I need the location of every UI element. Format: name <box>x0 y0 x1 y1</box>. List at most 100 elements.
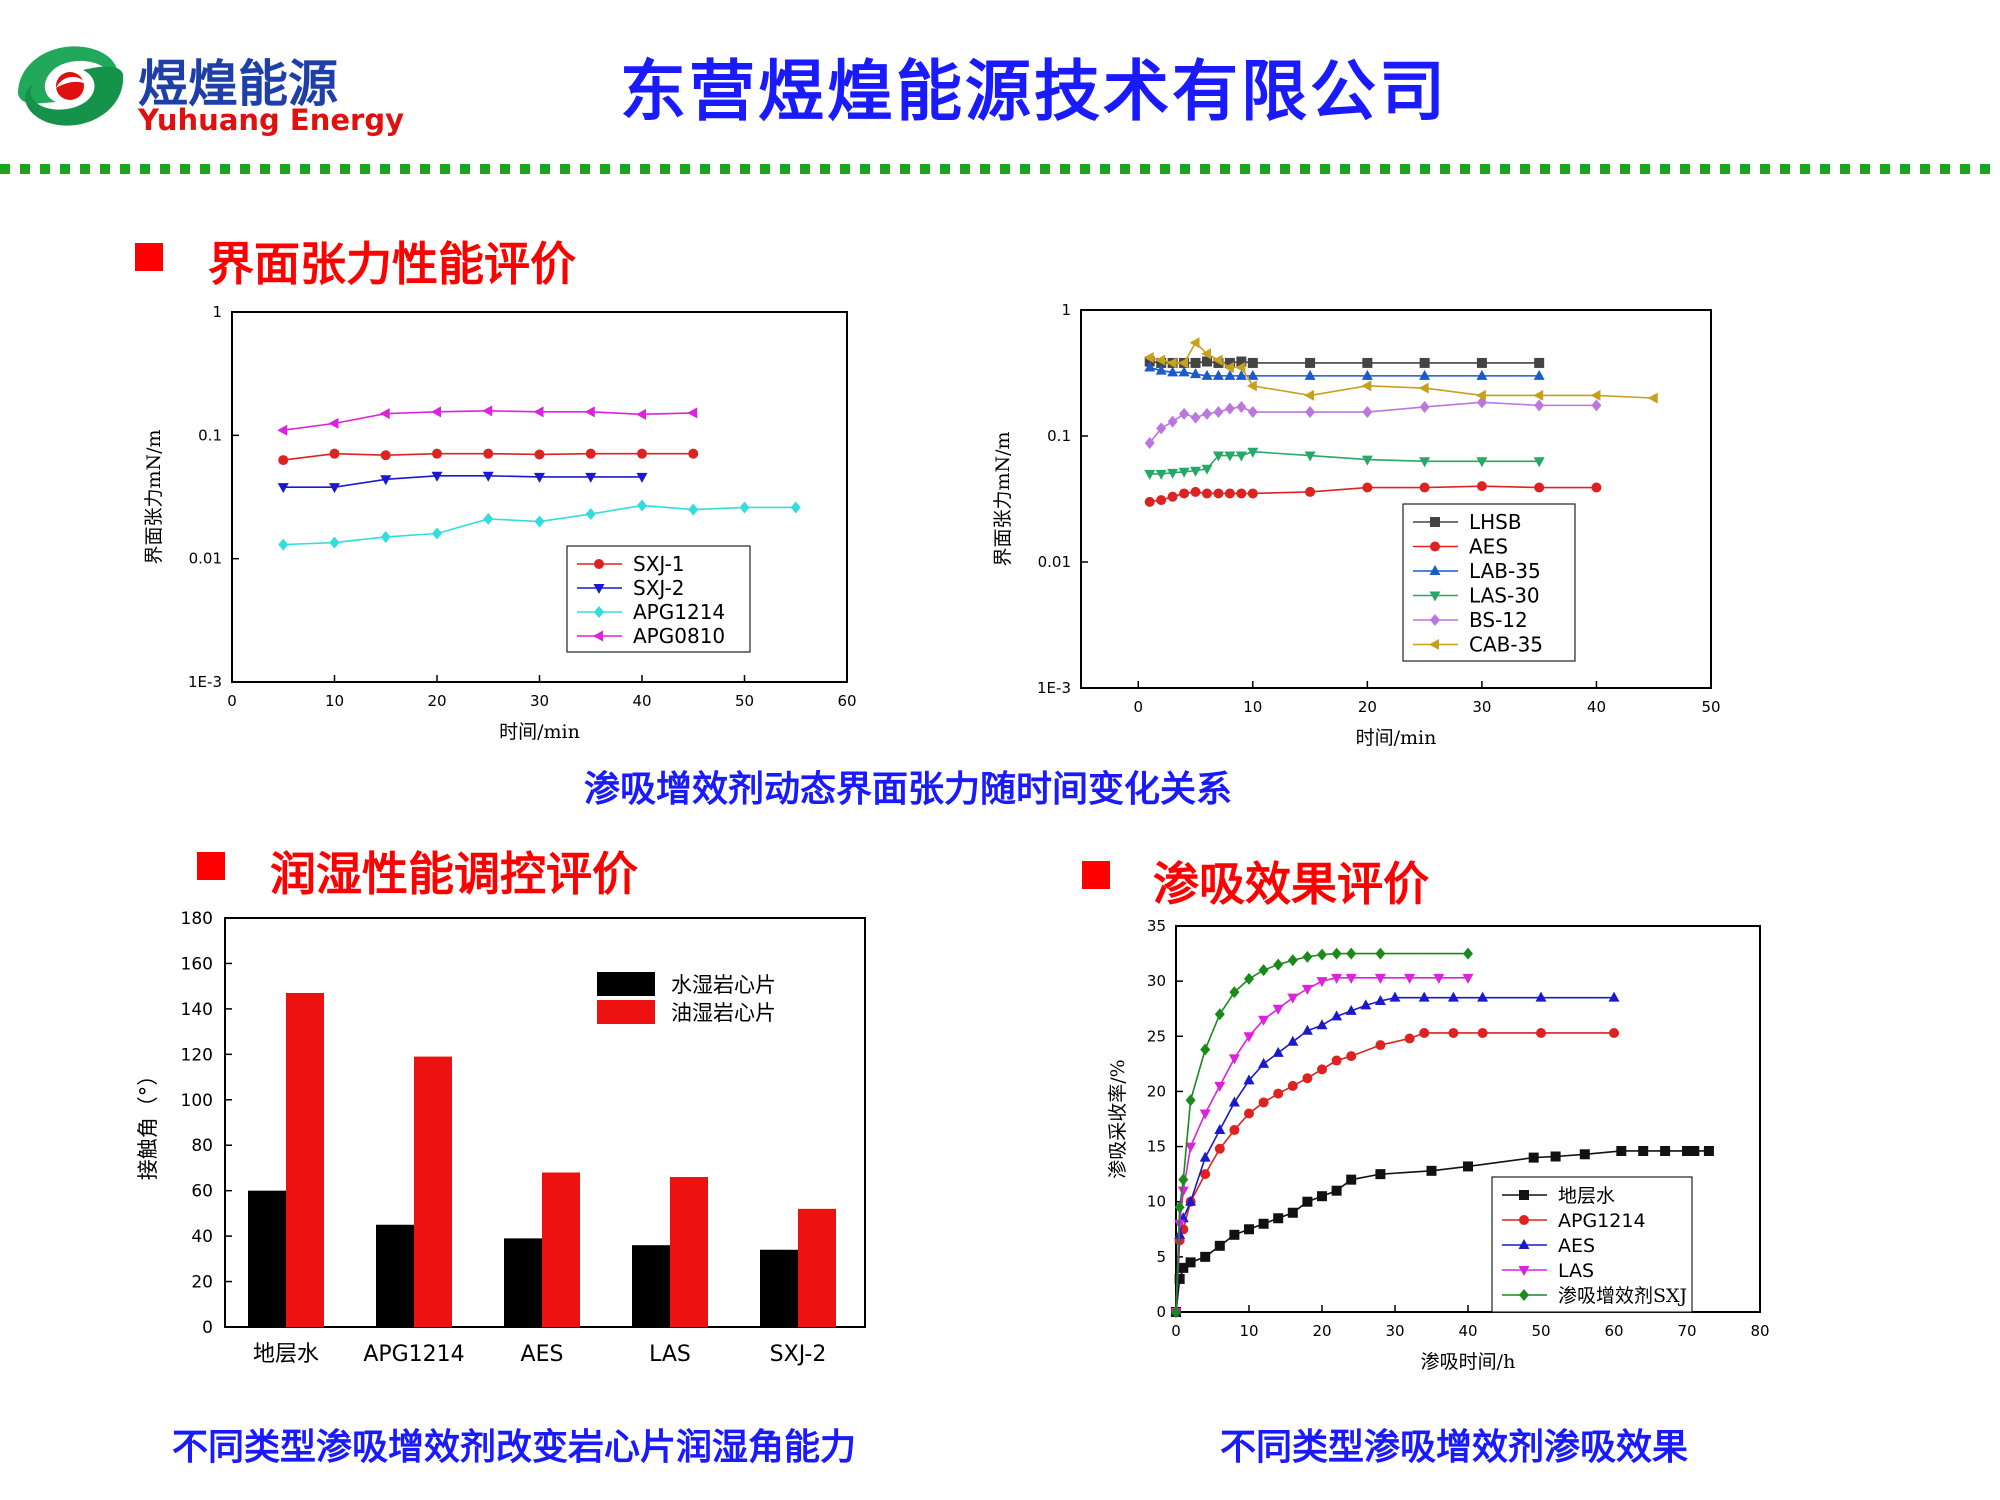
x-tick-label: 0 <box>1133 698 1143 716</box>
data-point-AES <box>1419 482 1430 493</box>
legend-label-APG1214: APG1214 <box>633 600 725 624</box>
data-point-LAS-30 <box>1476 457 1488 468</box>
data-point-AES <box>1345 1004 1357 1015</box>
legend-marker-LHSB <box>1430 517 1440 527</box>
company-title: 东营煜煌能源技术有限公司 <box>620 53 1448 130</box>
data-point-地层水 <box>1703 1145 1714 1156</box>
x-tick-label: 40 <box>1458 1322 1477 1340</box>
y-tick-label: 0.1 <box>198 426 222 444</box>
data-point-AES <box>1228 1096 1240 1107</box>
data-point-LAS-30 <box>1155 469 1167 480</box>
data-point-SXJ-1 <box>688 448 699 459</box>
x-tick-label: 60 <box>1604 1322 1623 1340</box>
data-point-地层水 <box>1579 1149 1590 1160</box>
legend-label-水湿岩心片: 水湿岩心片 <box>671 973 776 997</box>
legend-marker-CAB-35 <box>1429 639 1439 650</box>
data-point-AES <box>1362 482 1373 493</box>
bar-水湿岩心片-APG1214 <box>376 1224 414 1327</box>
data-point-BS-12 <box>1202 407 1212 420</box>
data-point-APG1214 <box>1317 1064 1327 1075</box>
data-point-渗吸增效剂SXJ <box>1178 1173 1189 1186</box>
section-bullet <box>1082 861 1110 889</box>
data-point-AES <box>1214 1124 1226 1135</box>
data-point-CAB-35 <box>1475 389 1486 401</box>
data-point-LAS <box>1331 973 1343 984</box>
data-point-BS-12 <box>1362 406 1373 419</box>
data-point-SXJ-1 <box>585 448 596 459</box>
data-point-LAS-30 <box>1178 467 1190 478</box>
data-point-渗吸增效剂SXJ <box>1171 1306 1181 1318</box>
y-tick-label: 10 <box>1147 1193 1166 1211</box>
data-point-AES <box>1224 488 1235 499</box>
data-point-SXJ-1 <box>329 448 340 459</box>
caption-ift: 渗吸增效剂动态界面张力随时间变化关系 <box>584 769 1233 810</box>
data-point-地层水 <box>1550 1151 1561 1162</box>
section-title-imbibition: 渗吸效果评价 <box>1153 857 1429 911</box>
data-point-BS-12 <box>1305 406 1316 419</box>
data-point-APG1214 <box>1448 1027 1459 1038</box>
data-point-LAB-35 <box>1361 369 1373 380</box>
legend-marker-地层水 <box>1519 1190 1529 1200</box>
data-point-LHSB <box>1362 357 1373 368</box>
legend-marker-APG0810 <box>593 630 603 642</box>
data-point-APG1214 <box>1302 1073 1313 1084</box>
data-point-APG1214 <box>1287 1080 1298 1091</box>
legend-box <box>1402 503 1576 662</box>
data-point-AES <box>1258 1057 1270 1068</box>
series-line-BS-12 <box>1149 401 1597 444</box>
logo-chinese-name: 煜煌能源 <box>138 55 338 113</box>
y-axis-label: 渗吸采收率/% <box>1107 1059 1129 1178</box>
data-point-BS-12 <box>1534 399 1545 412</box>
data-point-SXJ-2 <box>380 475 392 486</box>
data-point-LAS-30 <box>1419 457 1431 468</box>
data-point-LAS-30 <box>1167 468 1179 479</box>
data-point-AES <box>1213 488 1224 499</box>
y-tick-label: 160 <box>181 954 213 974</box>
series-line-SXJ-2 <box>283 474 642 488</box>
x-category-label: AES <box>521 1342 564 1367</box>
data-point-LAS-30 <box>1201 464 1213 475</box>
data-point-渗吸增效剂SXJ <box>1258 964 1269 977</box>
data-point-APG0810 <box>584 406 595 418</box>
y-tick-label: 1 <box>212 303 222 321</box>
data-point-BS-12 <box>1247 406 1258 419</box>
series-line-AES <box>1149 485 1597 503</box>
data-point-LAB-35 <box>1144 361 1156 372</box>
data-point-渗吸增效剂SXJ <box>1244 972 1254 985</box>
x-tick-label: 0 <box>227 692 237 710</box>
y-tick-label: 0.01 <box>189 550 222 568</box>
data-point-AES <box>1179 488 1190 499</box>
data-point-渗吸增效剂SXJ <box>1346 947 1357 960</box>
x-tick-label: 70 <box>1677 1322 1696 1340</box>
data-point-LAS <box>1433 973 1445 984</box>
data-point-AES <box>1156 495 1167 506</box>
data-point-地层水 <box>1185 1257 1196 1268</box>
legend-label-BS-12: BS-12 <box>1469 608 1528 632</box>
data-point-APG1214 <box>483 512 494 525</box>
data-point-APG1214 <box>1419 1027 1430 1038</box>
data-point-BS-12 <box>1213 406 1224 419</box>
data-point-LHSB <box>1202 356 1212 367</box>
data-point-BS-12 <box>1190 411 1201 424</box>
bar-油湿岩心片-AES <box>542 1172 580 1327</box>
y-tick-label: 0.1 <box>1047 427 1071 445</box>
section-bullet <box>135 243 163 271</box>
data-point-SXJ-2 <box>585 472 597 483</box>
legend-label-APG1214: APG1214 <box>1558 1210 1646 1232</box>
y-tick-label: 180 <box>181 909 213 929</box>
data-point-LAS <box>1345 973 1357 984</box>
y-tick-label: 120 <box>181 1045 213 1065</box>
series-line-APG1214 <box>1175 1032 1614 1313</box>
bar-油湿岩心片-SXJ-2 <box>798 1208 836 1327</box>
data-point-渗吸增效剂SXJ <box>1214 1008 1225 1021</box>
data-point-AES <box>1199 1151 1211 1162</box>
legend-marker-BS-12 <box>1430 614 1440 626</box>
x-tick-label: 60 <box>837 692 856 710</box>
data-point-SXJ-1 <box>432 448 442 459</box>
series-line-CAB-35 <box>1149 341 1654 399</box>
data-point-AES <box>1243 1074 1255 1085</box>
legend-marker-AES <box>1430 541 1440 552</box>
data-point-地层水 <box>1200 1251 1211 1262</box>
legend-swatch-油湿岩心片 <box>597 1000 655 1024</box>
data-point-APG0810 <box>328 417 339 429</box>
